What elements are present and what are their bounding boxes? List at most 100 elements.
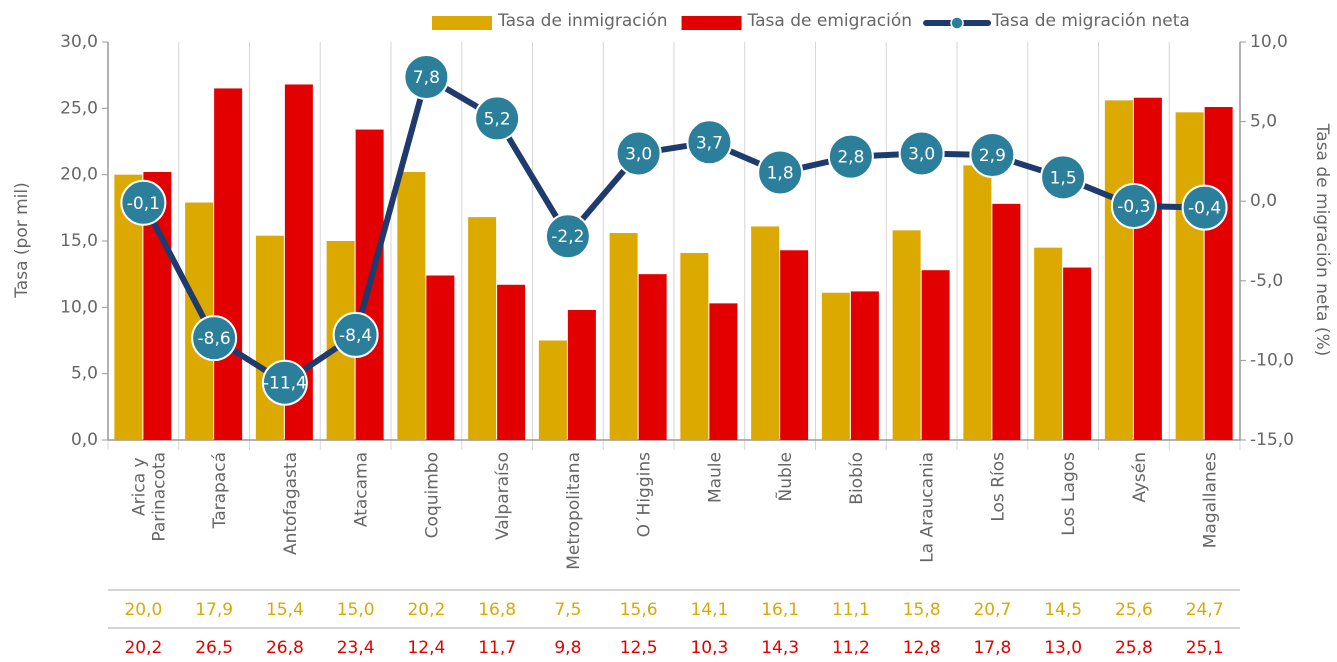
x-tick-label: Aysén [1130, 452, 1150, 503]
table-value: 13,0 [1044, 638, 1082, 658]
table-value: 25,8 [1115, 638, 1153, 658]
bar [780, 250, 809, 440]
bar [1063, 267, 1092, 440]
table-value: 23,4 [337, 638, 375, 658]
net-migration-marker [1110, 182, 1157, 229]
table-value: 16,1 [761, 600, 799, 620]
bar [921, 270, 950, 440]
data-label: 1,8 [767, 164, 794, 184]
x-tick-label: La Araucania [918, 452, 938, 563]
table-value: 12,4 [407, 638, 445, 658]
y2-tick-label: 5,0 [1250, 112, 1277, 132]
net-migration-marker [969, 132, 1016, 179]
x-tick-label: Tarapacá [210, 452, 230, 529]
bar [426, 275, 455, 440]
x-tick-label: Metropolitana [564, 452, 584, 570]
y-axis-title: Tasa (por mil) [12, 182, 32, 299]
table-value: 20,2 [124, 638, 162, 658]
y-tick-label: 25,0 [60, 98, 98, 118]
y-tick-label: 0,0 [71, 430, 98, 450]
table-value: 12,5 [620, 638, 658, 658]
table-value: 9,8 [554, 638, 581, 658]
bar [638, 274, 667, 440]
data-label: -11,4 [263, 374, 307, 394]
data-label: -0,4 [1188, 199, 1221, 219]
table-value: 14,3 [761, 638, 799, 658]
x-tick-label: Arica y Parinacota [129, 452, 169, 542]
y-tick-label: 30,0 [60, 32, 98, 52]
data-label: 2,8 [837, 148, 864, 168]
legend-marker [950, 16, 964, 30]
data-label: -8,6 [198, 329, 231, 349]
y2-tick-label: 0,0 [1250, 191, 1277, 211]
bar [1133, 97, 1162, 440]
net-migration-marker [615, 130, 662, 177]
table-value: 16,8 [478, 600, 516, 620]
y-tick-label: 20,0 [60, 165, 98, 185]
bar [1175, 112, 1204, 441]
legend-swatch [432, 16, 492, 30]
x-tick-label: Maule [705, 452, 725, 503]
table-value: 14,1 [690, 600, 728, 620]
x-tick-label-line: Arica y [129, 452, 149, 516]
bar [892, 230, 921, 440]
x-tick-label: Los Lagos [1059, 452, 1079, 536]
bar [538, 340, 567, 440]
net-migration-marker [1181, 184, 1228, 231]
x-tick-label: Coquimbo [422, 452, 442, 538]
bar [609, 233, 638, 440]
data-label: 2,9 [979, 146, 1006, 166]
bar [567, 309, 596, 440]
data-label: 3,0 [625, 144, 652, 164]
bar [1034, 247, 1063, 440]
bar [963, 165, 992, 440]
bar [850, 291, 879, 440]
bar [992, 203, 1021, 440]
net-migration-marker [686, 119, 733, 166]
table-value: 26,5 [195, 638, 233, 658]
table-value: 7,5 [554, 600, 581, 620]
bar [214, 88, 243, 440]
y-tick-label: 15,0 [60, 231, 98, 251]
legend-swatch [681, 16, 742, 30]
y2-axis-title: Tasa de migración neta (%) [1312, 123, 1332, 357]
data-label: 5,2 [484, 109, 511, 129]
table-value: 11,2 [832, 638, 870, 658]
table-value: 26,8 [266, 638, 304, 658]
net-migration-marker [261, 359, 308, 406]
x-tick-label: O´Higgins [635, 452, 655, 537]
bar [821, 292, 850, 440]
net-migration-line [140, 74, 1205, 386]
net-migration-marker [544, 213, 591, 260]
table-value: 25,6 [1115, 600, 1153, 620]
table-value: 11,1 [832, 600, 870, 620]
bar [709, 303, 738, 440]
x-tick-label: Ñuble [774, 452, 796, 501]
data-label: 7,8 [413, 68, 440, 88]
bar [497, 284, 526, 440]
bar [468, 217, 497, 440]
net-migration-marker [191, 315, 238, 362]
net-migration-marker [898, 130, 945, 177]
table-value: 15,0 [337, 600, 375, 620]
table-value: 12,8 [903, 638, 941, 658]
net-migration-marker [757, 149, 804, 196]
bar [397, 172, 426, 440]
table-value: 15,6 [620, 600, 658, 620]
table-value: 15,8 [903, 600, 941, 620]
table-value: 15,4 [266, 600, 304, 620]
bar [1204, 107, 1233, 441]
table-value: 24,7 [1186, 600, 1224, 620]
table-value: 17,8 [973, 638, 1011, 658]
net-migration-marker [474, 95, 521, 142]
net-migration-marker [1040, 154, 1087, 201]
data-label: -2,2 [551, 227, 584, 247]
net-migration-marker [120, 179, 167, 226]
x-tick-label: Valparaíso [493, 452, 513, 540]
y2-tick-label: -10,0 [1250, 350, 1294, 370]
net-migration-marker [827, 133, 874, 180]
net-migration-marker [403, 54, 450, 101]
x-tick-label: Atacama [352, 452, 372, 527]
y2-tick-label: -15,0 [1250, 430, 1294, 450]
